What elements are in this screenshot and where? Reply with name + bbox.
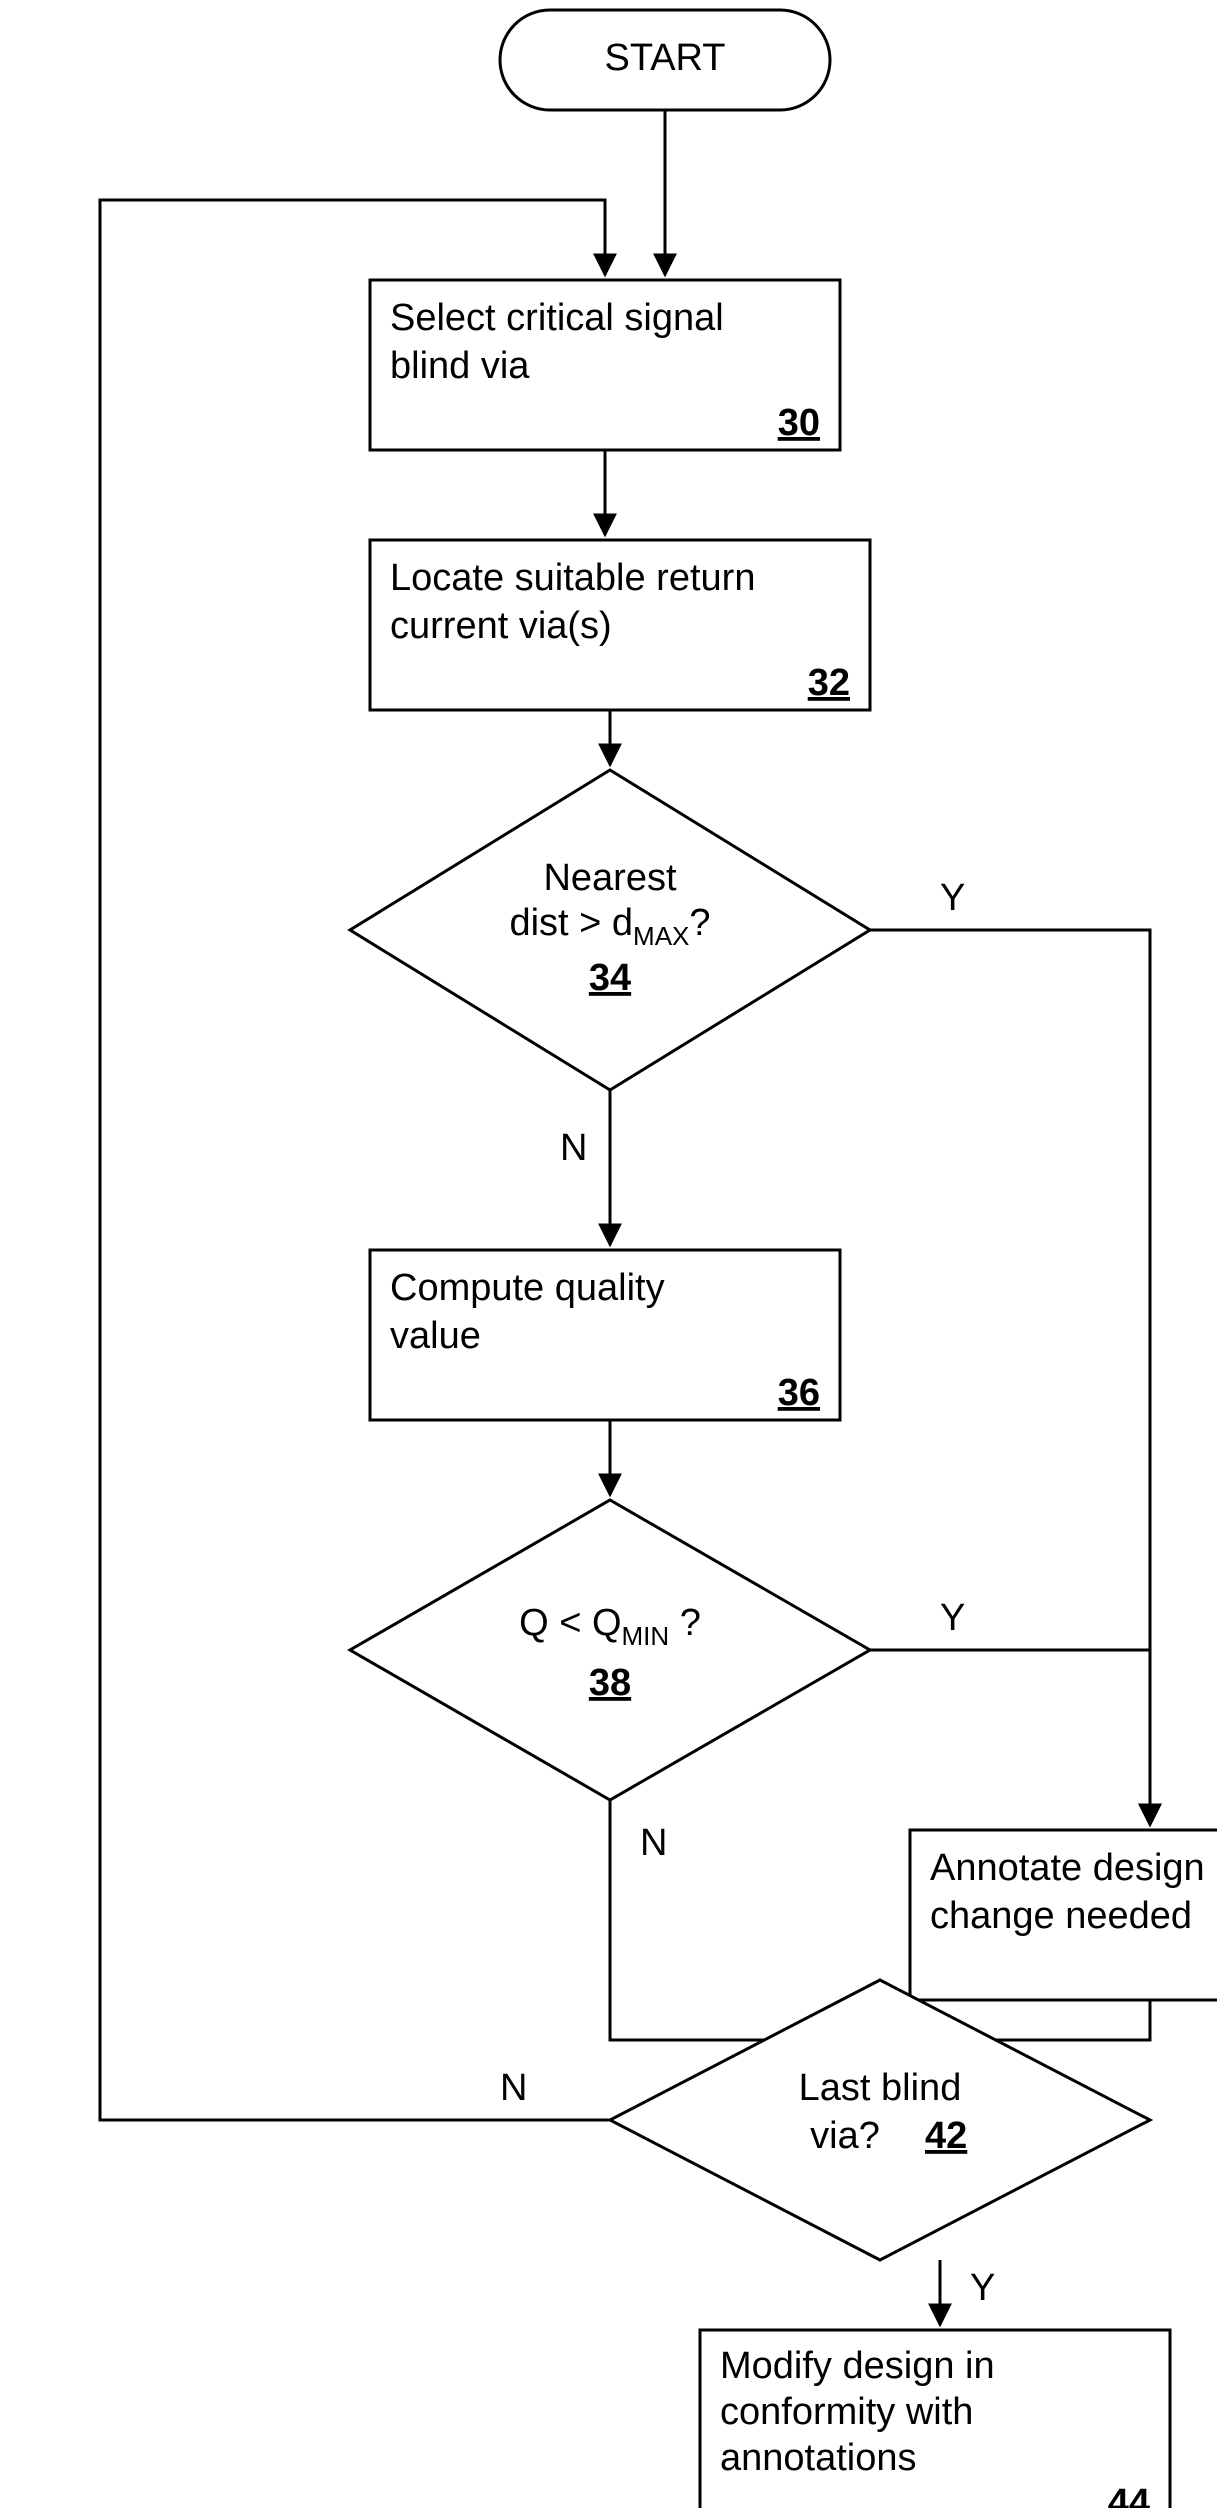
n32-line1: Locate suitable return [390,557,755,599]
n30-ref: 30 [778,402,820,444]
edge-n38-y [870,1650,1150,1825]
n30-line1: Select critical signal [390,297,724,339]
nodes: START Select critical signal blind via 3… [350,10,1217,2508]
n42-line2: via? [810,2115,880,2157]
label-d38-y: Y [940,1597,965,1639]
n34-line1: Nearest [543,857,676,899]
n42-ref: 42 [925,2115,967,2157]
edge-n42-n [100,200,610,2120]
label-d34-n: N [560,1127,587,1169]
node-36: Compute quality value 36 [370,1250,840,1420]
label-d34-y: Y [940,877,965,919]
n38-pre: Q < Q [519,1602,621,1644]
node-start: START [500,10,830,110]
n40-line2: change needed [930,1895,1192,1937]
n30-line2: blind via [390,345,530,387]
node-40: Annotate design change needed 40 [910,1830,1217,2000]
n44-line1: Modify design in [720,2345,995,2387]
n40-line1: Annotate design [930,1847,1205,1889]
n32-ref: 32 [808,662,850,704]
n44-line2: conformity with [720,2391,973,2433]
label-d38-n: N [640,1822,667,1864]
n36-line1: Compute quality [390,1267,665,1309]
n34-line2-pre: dist > d [509,902,633,944]
edge-n34-y [870,930,1150,1825]
n34-line2-post: ? [689,902,710,944]
node-30: Select critical signal blind via 30 [370,280,840,450]
node-38: Q < QMIN ? 38 [350,1500,870,1800]
node-32: Locate suitable return current via(s) 32 [370,540,870,710]
n32-line2: current via(s) [390,605,612,647]
n38-sub: MIN [622,1621,670,1651]
node-42: Last blind via? 42 [610,1980,1150,2260]
start-label: START [604,37,725,79]
n34-ref: 34 [589,957,631,999]
node-34: Nearest dist > dMAX? 34 [350,770,870,1090]
n38-ref: 38 [589,1662,631,1704]
n44-line3: annotations [720,2437,917,2479]
n42-line1: Last blind [799,2067,962,2109]
n36-ref: 36 [778,1372,820,1414]
n38-post: ? [669,1602,701,1644]
node-44: Modify design in conformity with annotat… [700,2330,1170,2508]
n36-line2: value [390,1315,481,1357]
n44-ref: 44 [1108,2482,1150,2508]
label-d42-y: Y [970,2267,995,2309]
n38-line: Q < QMIN ? [519,1602,701,1651]
n34-line2-sub: MAX [633,921,689,951]
label-d42-n: N [500,2067,527,2109]
